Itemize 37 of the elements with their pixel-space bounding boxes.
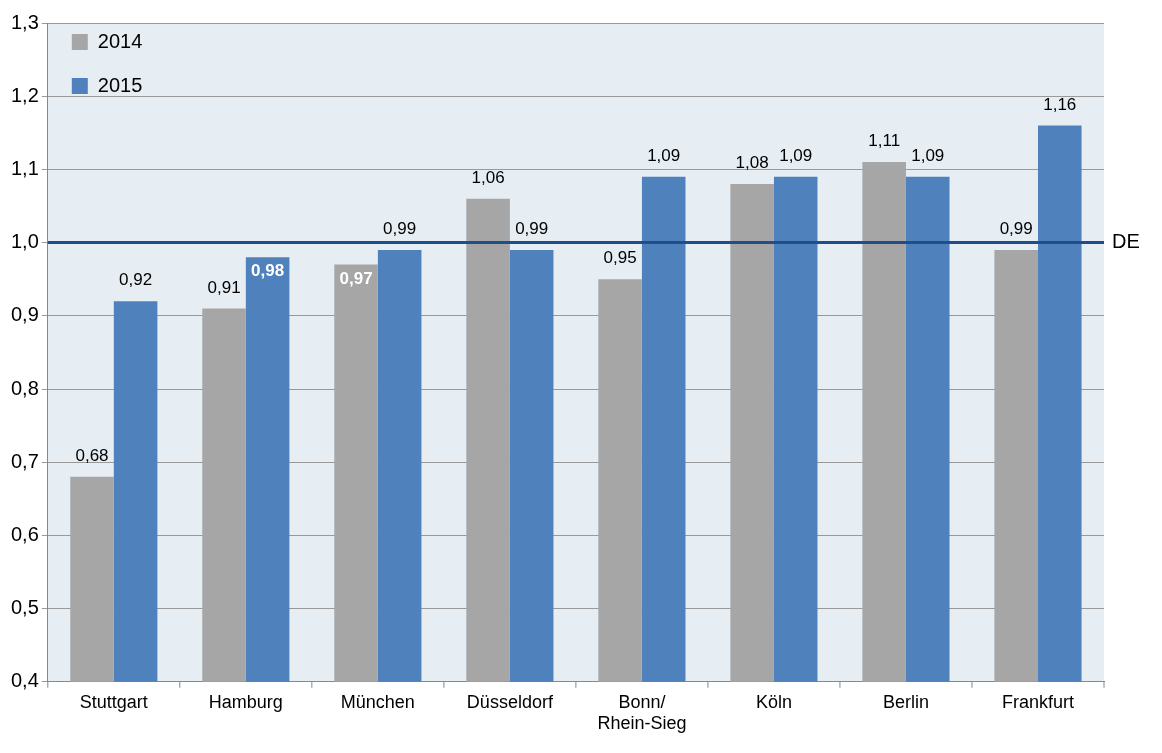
data-label: 0,98 (251, 261, 285, 281)
legend-label: 2014 (97, 29, 143, 52)
x-tick-label: München (340, 691, 415, 712)
y-tick-label: 0,6 (10, 522, 39, 545)
y-tick-label: 0,7 (10, 449, 39, 472)
data-label: 1,11 (868, 131, 901, 151)
data-label: 1,08 (735, 153, 769, 173)
y-tick-label: 1,0 (10, 230, 39, 253)
y-tick-label: 0,8 (10, 376, 39, 399)
x-tick-label: Bonn/Rhein-Sieg (597, 691, 687, 734)
data-label: 0,99 (383, 219, 417, 239)
x-tick-label: Düsseldorf (466, 691, 554, 712)
legend-label: 2015 (97, 73, 143, 96)
data-label: 0,99 (515, 219, 549, 239)
data-label: 1,09 (647, 145, 681, 165)
data-label: 0,95 (603, 248, 637, 268)
ref-line-label: DE (1112, 230, 1140, 253)
data-label: 0,91 (207, 277, 241, 297)
data-label: 1,06 (471, 167, 505, 187)
x-tick-label: Stuttgart (79, 691, 148, 712)
y-tick-label: 1,1 (10, 156, 39, 179)
data-label: 1,16 (1043, 94, 1077, 114)
x-tick-label: Frankfurt (1001, 691, 1074, 712)
x-tick-label: Hamburg (208, 691, 283, 712)
data-label: 1,09 (911, 145, 945, 165)
data-label: 0,97 (339, 268, 373, 288)
y-tick-label: 0,5 (10, 596, 39, 619)
data-label: 0,92 (119, 270, 153, 290)
data-label: 0,99 (999, 219, 1033, 239)
y-tick-label: 0,4 (10, 669, 39, 692)
y-tick-label: 0,9 (10, 303, 39, 326)
y-tick-label: 1,2 (10, 83, 39, 106)
y-tick-label: 1,3 (10, 10, 39, 33)
x-tick-label: Berlin (882, 691, 929, 712)
data-label: 0,68 (75, 446, 109, 466)
x-tick-label: Köln (755, 691, 792, 712)
data-label: 1,09 (779, 145, 813, 165)
